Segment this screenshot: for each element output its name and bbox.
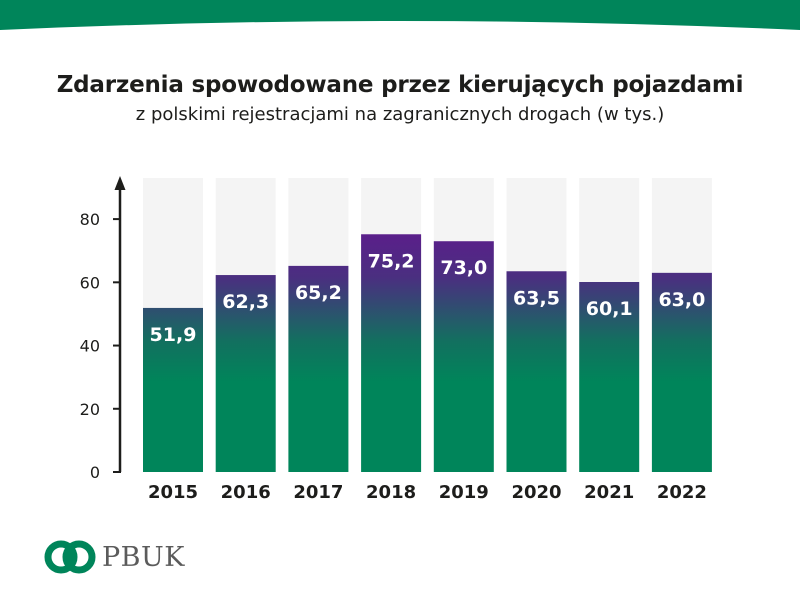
value-label-2018: 75,2 [368, 250, 415, 272]
bar-2017 [288, 265, 349, 472]
value-label-2015: 51,9 [150, 324, 197, 346]
x-tick-label-2018: 2018 [366, 482, 416, 503]
x-tick-label-2016: 2016 [221, 482, 271, 503]
value-label-2021: 60,1 [586, 298, 633, 320]
pbuk-logo: PBUK [44, 538, 185, 576]
value-label-2017: 65,2 [295, 282, 342, 304]
bar-2020 [506, 271, 567, 472]
value-label-2019: 73,0 [440, 257, 487, 279]
bar-2019 [433, 241, 494, 472]
x-tick-label-2021: 2021 [584, 482, 634, 503]
x-tick-label-2020: 2020 [511, 482, 561, 503]
x-tick-label-2019: 2019 [439, 482, 489, 503]
value-label-2022: 63,0 [658, 289, 705, 311]
value-label-2016: 62,3 [222, 291, 269, 313]
y-tick-label-60: 60 [80, 273, 100, 292]
x-tick-label-2017: 2017 [293, 482, 343, 503]
bar-2015 [143, 307, 203, 472]
bar-2022 [651, 272, 712, 472]
chart-title: Zdarzenia spowodowane przez kierujących … [56, 72, 744, 98]
bar-2016 [215, 275, 276, 472]
y-axis-arrow [114, 176, 126, 190]
x-tick-label-2022: 2022 [657, 482, 707, 503]
bar-2018 [361, 234, 422, 472]
x-tick-label-2015: 2015 [148, 482, 198, 503]
bar-2021 [579, 282, 640, 472]
pbuk-logo-text: PBUK [102, 541, 185, 573]
y-tick-label-0: 0 [90, 463, 100, 482]
value-label-2020: 63,5 [513, 287, 560, 309]
y-tick-label-80: 80 [80, 210, 100, 229]
pbuk-logo-icon [44, 540, 96, 574]
top-banner [0, 0, 800, 30]
chart-subtitle: z polskimi rejestracjami na zagranicznyc… [135, 104, 665, 125]
y-tick-label-20: 20 [80, 400, 100, 419]
y-tick-label-40: 40 [80, 337, 100, 356]
